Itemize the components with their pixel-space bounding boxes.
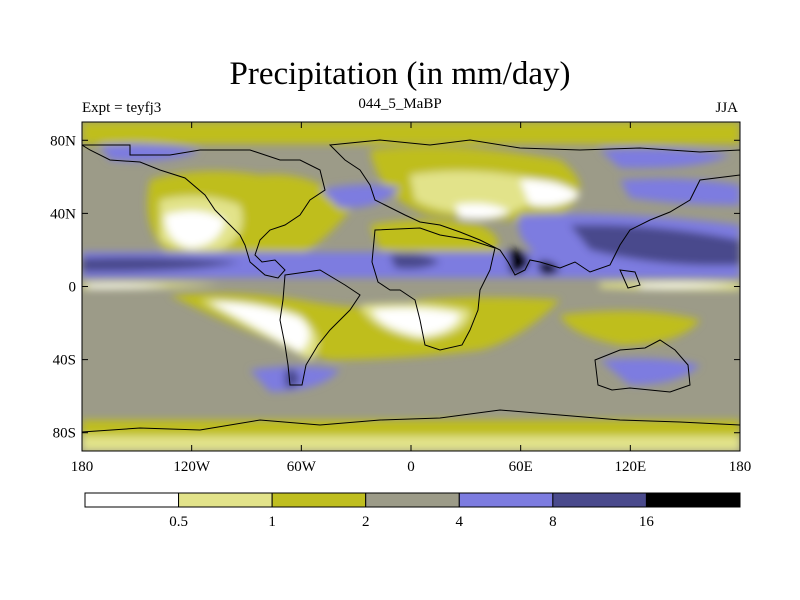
field-north-pacific-wet [100, 143, 200, 162]
x-tick-label: 180 [729, 459, 752, 475]
x-tick-label: 60E [509, 459, 533, 475]
field-na-white [165, 211, 225, 248]
y-tick-label: 80S [53, 426, 76, 442]
colorbar-box [365, 492, 460, 508]
colorbar-box [178, 492, 273, 508]
colorbar-box [645, 492, 741, 508]
y-tick-label: 40S [53, 353, 76, 369]
colorbar-label: 8 [549, 514, 557, 530]
field-af-white [372, 308, 460, 336]
field-nw-pacific-wet [620, 178, 740, 205]
field-africa-wet [390, 253, 440, 270]
field-asia-white [520, 179, 580, 207]
antarctica-outline [82, 409, 740, 451]
colorbar-box [271, 492, 367, 508]
north-america-outline [82, 144, 326, 279]
x-tick-label: 180 [71, 459, 94, 475]
field-pacific-itcz-dark [82, 257, 240, 272]
colorbar-label: 1 [268, 514, 276, 530]
field-monsoon-dark [570, 224, 740, 266]
y-tick-label: 0 [69, 280, 77, 296]
x-tick-label: 60W [287, 459, 317, 475]
x-tick-label: 120E [614, 459, 646, 475]
field-eurasia-light [410, 171, 541, 215]
colorbar-box [552, 492, 647, 508]
field-bay-max [538, 261, 560, 275]
field-india-max [508, 249, 530, 274]
colorbar: 0.5 1 2 4 8 16 [84, 492, 741, 530]
precipitation-field [82, 122, 740, 451]
south-america-outline [279, 269, 361, 386]
field-indian-ocean-yellow [560, 311, 700, 345]
x-axis: 180 120W 60W 0 60E 120E 180 [71, 122, 752, 475]
experiment-label: Expt = teyfj3 [82, 100, 162, 116]
field-sahara-yellow [370, 220, 498, 255]
australia-outline [594, 339, 691, 393]
colorbar-label: 16 [639, 514, 655, 530]
coastlines [82, 139, 740, 451]
field-siberia-wet [600, 148, 730, 169]
x-tick-label: 120W [173, 459, 211, 475]
field-eq-white-east [640, 283, 735, 289]
y-tick-label: 40N [50, 206, 76, 222]
map-title: Precipitation (in mm/day) [229, 56, 571, 92]
y-tick-label: 80N [50, 133, 76, 149]
colorbar-label: 4 [456, 514, 464, 530]
y-axis: 80N 40N 0 40S 80S [50, 133, 740, 442]
colorbar-label: 2 [362, 514, 370, 530]
period-label: 044_5_MaBP [358, 96, 442, 112]
field-australia-wet [600, 358, 700, 385]
maritime-continent-outline [619, 269, 641, 289]
season-label: JJA [715, 100, 738, 116]
colorbar-box [84, 492, 180, 508]
field-mideast-white [455, 203, 510, 220]
colorbar-label: 0.5 [169, 514, 188, 530]
field-atlantic-wet [320, 184, 400, 209]
x-tick-label: 0 [407, 459, 415, 475]
field-antarctic-light [82, 436, 740, 451]
field-arctic-band [82, 122, 740, 144]
africa-outline [371, 227, 496, 351]
eurasia-outline [328, 139, 740, 276]
colorbar-box [458, 492, 554, 508]
field-eq-white-west [88, 283, 170, 289]
